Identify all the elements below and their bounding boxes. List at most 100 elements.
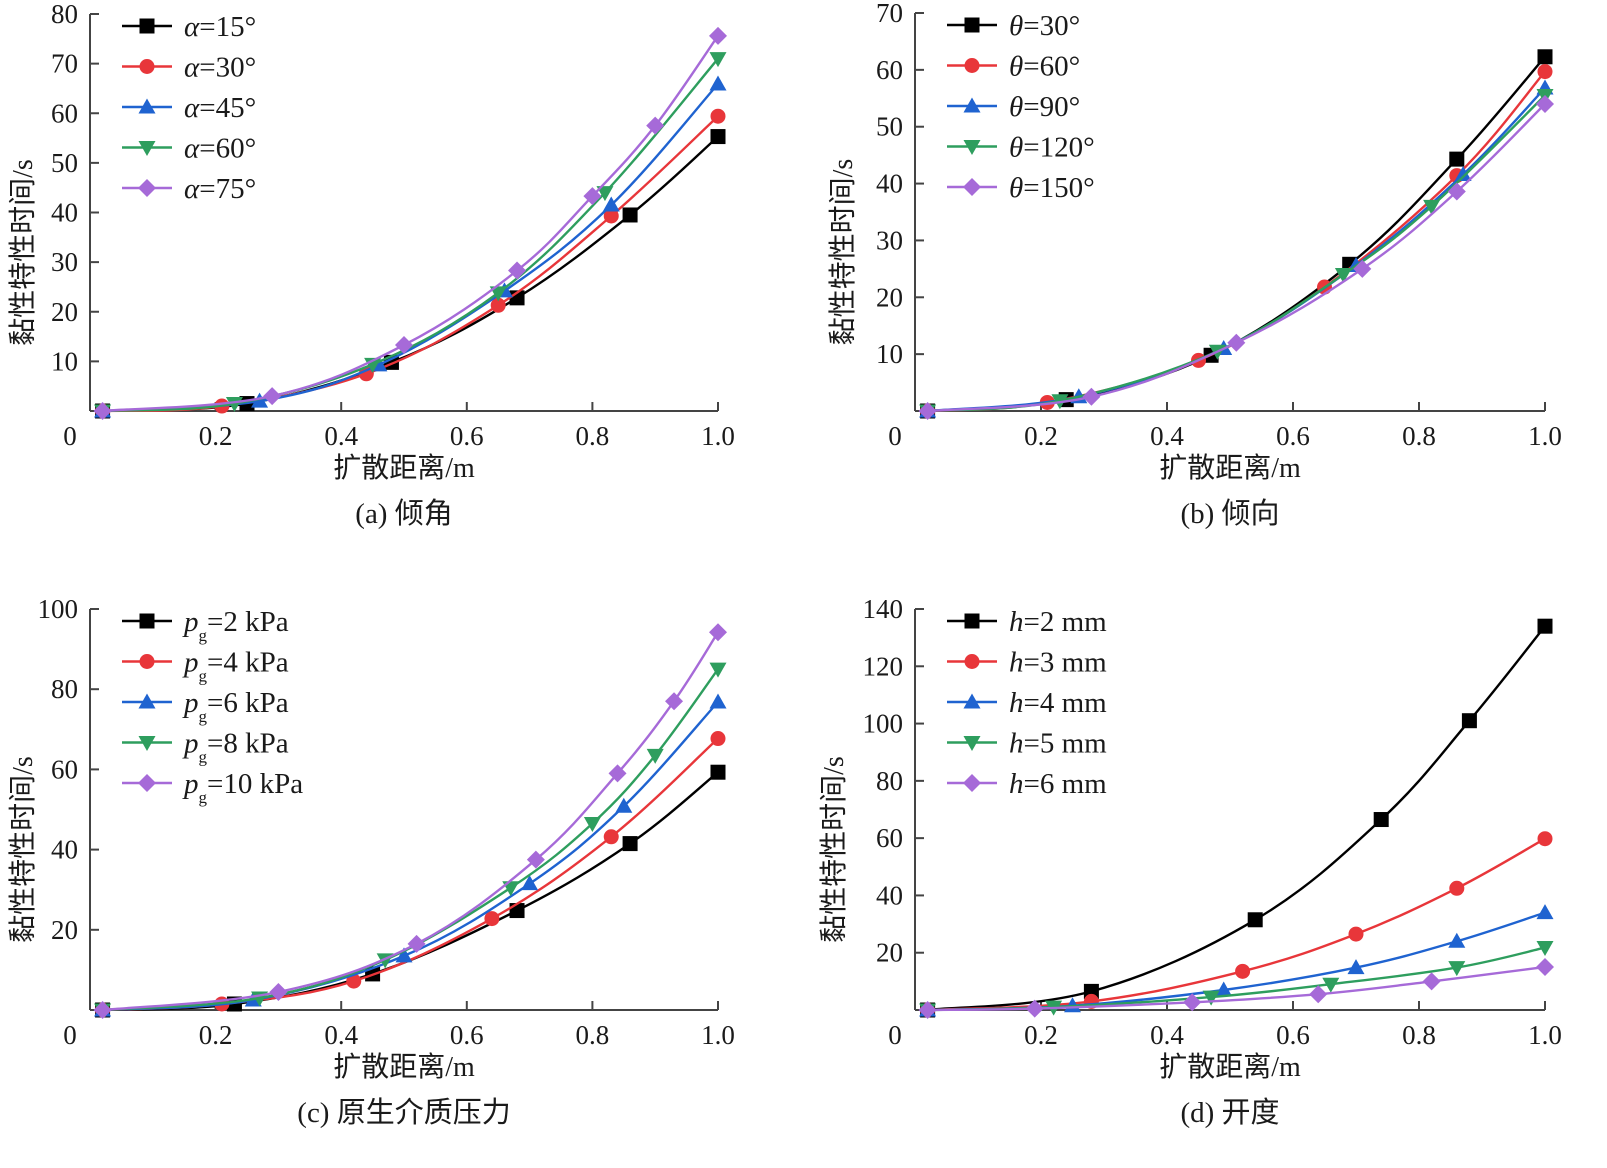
data-point [269,982,288,1001]
legend-item: pg=6 kPa [122,687,289,726]
x-tick-label: 0.6 [1276,1020,1310,1050]
data-point [1348,926,1364,942]
legend-value: =15° [199,11,256,43]
legend-label: h=3 mm [1009,647,1107,679]
chart-panel-c: 20 40 60 80 100 0 0.2 0.4 0.6 0.8 1.0 扩散距离/m 黏性特性时间/… [7,594,735,1129]
x-tick-label: 1.0 [701,1020,735,1050]
legend-value: =8 kPa [207,728,289,760]
data-point [710,731,726,747]
legend-label: α=60° [184,133,256,165]
legend-label: pg=10 kPa [182,768,303,807]
data-point [608,764,627,783]
legend-item: θ=30° [947,10,1080,42]
x-tick-label: 0.4 [1150,1020,1184,1050]
legend-label: θ=90° [1009,91,1080,123]
data-point [1537,618,1553,634]
legend-marker [963,140,981,155]
series-4 [93,26,727,420]
series-line [102,631,720,1012]
panel-caption: (b) 倾向 [1180,497,1279,530]
legend-variable: θ [1009,172,1023,204]
legend-variable: p [182,606,199,638]
series-4 [93,623,727,1019]
data-point [395,947,413,963]
legend-value: =75° [199,173,256,205]
legend-item: θ=120° [947,132,1095,164]
y-tick-label: 60 [876,55,903,85]
legend-variable: h [1009,768,1024,800]
data-point [1537,64,1553,80]
chart-panel-a: 10 20 30 40 50 60 70 80 0 0.2 0.4 0.6 0.8 1.0 扩散距离/m 黏性… [7,0,735,530]
y-tick-label: 60 [51,98,78,128]
data-point [251,392,269,408]
y-tick-label: 80 [51,0,78,29]
legend-label: α=30° [184,52,256,84]
panel-caption: (c) 原生介质压力 [297,1096,510,1129]
legend-marker [139,613,155,629]
data-point [622,836,638,852]
x-tick-label: 0.4 [324,1020,358,1050]
y-tick-label: 80 [876,766,903,796]
x-tick-label: 0 [888,1020,902,1050]
legend-item: α=30° [122,52,256,84]
data-point [596,186,614,202]
data-point [1353,259,1372,278]
data-point [1537,49,1553,65]
legend-item: pg=10 kPa [122,768,303,807]
data-point [490,297,506,313]
legend-label: h=5 mm [1009,728,1107,760]
legend-value: =90° [1023,91,1080,123]
legend-variable: h [1009,647,1024,679]
legend-marker [139,18,155,34]
legend-variable: p [182,647,199,679]
y-tick-label: 40 [876,880,903,910]
data-point [622,207,638,223]
legend-marker [964,58,980,73]
data-point [710,108,726,124]
x-tick-label: 0.8 [576,1020,610,1050]
legend-item: h=6 mm [947,768,1107,800]
legend: θ=30°θ=60°θ=90°θ=120°θ=150° [947,10,1095,204]
data-point [646,748,664,764]
y-axis-title: 黏性特性时间/s [7,159,39,346]
data-point [918,402,937,420]
legend-item: α=15° [122,11,256,43]
legend-marker [138,736,156,751]
legend-value: =60° [199,133,256,165]
y-tick-label: 50 [876,112,903,142]
panel-caption: (d) 开度 [1180,1096,1279,1129]
y-tick-label: 30 [51,247,78,277]
y-tick-label: 80 [51,674,78,704]
data-point [709,623,727,642]
data-point [1202,990,1220,1006]
y-tick-label: 40 [876,169,903,199]
legend-label: α=15° [184,11,256,43]
legend-variable: p [182,687,199,719]
y-tick-label: 60 [51,754,78,784]
data-point [1536,94,1554,113]
y-tick-label: 100 [38,594,79,624]
legend: α=15°α=30°α=45°α=60°α=75° [122,11,256,205]
legend-value: =10 kPa [207,768,303,800]
legend-label: θ=30° [1009,10,1080,42]
data-point [1454,165,1472,181]
legend-variable: p [182,768,199,800]
legend-marker [138,693,156,709]
legend-marker [963,736,981,751]
x-tick-label: 1.0 [701,421,735,451]
legend-item: h=5 mm [947,728,1107,760]
legend-marker [138,98,156,114]
x-tick-label: 0.2 [199,1020,233,1050]
series-line [927,625,1546,1012]
legend-label: h=6 mm [1009,768,1107,800]
legend-marker [139,59,155,74]
legend-marker [963,693,981,709]
data-point [709,52,727,68]
series-0 [920,618,1553,1018]
data-point [1423,199,1441,215]
legend-marker [138,774,156,792]
legend-marker [964,654,980,669]
legend-variable: θ [1009,51,1023,83]
data-point [1422,972,1441,991]
